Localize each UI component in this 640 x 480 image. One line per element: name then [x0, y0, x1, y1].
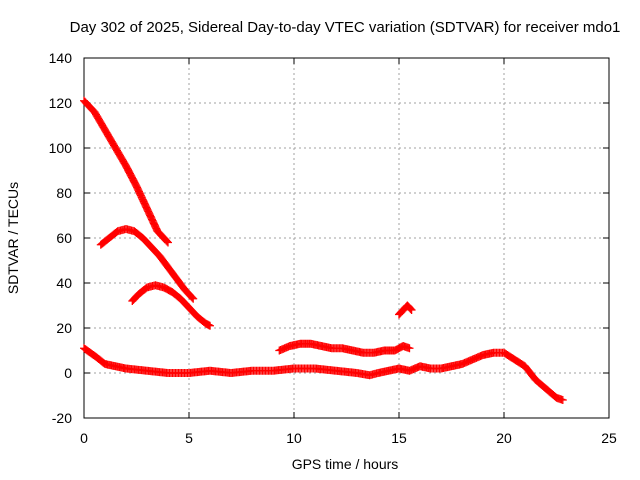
data-points: [80, 96, 567, 404]
data-point: [189, 294, 198, 303]
y-tick-label: 80: [56, 185, 72, 201]
y-tick-label: 40: [56, 275, 72, 291]
x-axis-label: GPS time / hours: [292, 456, 399, 472]
data-point: [405, 344, 414, 353]
series-trace-2: [96, 225, 198, 303]
x-tick-label: 15: [391, 430, 407, 446]
chart-title: Day 302 of 2025, Sidereal Day-to-day VTE…: [70, 19, 621, 36]
y-tick-label: 60: [56, 230, 72, 246]
data-point: [187, 292, 196, 301]
data-point: [558, 396, 567, 404]
data-point: [206, 321, 214, 330]
x-tick-label: 10: [286, 430, 302, 446]
series-trace-3: [128, 281, 214, 330]
grid-lines: [84, 58, 609, 418]
x-tick-label: 25: [601, 430, 617, 446]
data-point: [406, 305, 415, 314]
series-trace-4: [80, 344, 567, 404]
series-trace-1: [80, 96, 172, 247]
x-tick-label: 5: [185, 430, 193, 446]
y-tick-label: 0: [64, 365, 72, 381]
series-trace-5: [275, 339, 414, 357]
series-trace-6: [395, 301, 416, 319]
axis-ticks: 0 5 10 15 20 25 -20 0 20 40 60 80 100 120 140: [49, 50, 617, 446]
y-tick-label: -20: [52, 410, 72, 426]
y-tick-label: 20: [56, 320, 72, 336]
x-tick-label: 20: [496, 430, 512, 446]
y-tick-label: 120: [49, 95, 73, 111]
y-tick-label: 100: [49, 140, 73, 156]
data-point: [407, 306, 416, 314]
data-point: [188, 293, 197, 302]
y-axis-label: SDTVAR / TECUs: [5, 182, 21, 294]
data-point: [405, 304, 414, 313]
y-tick-label: 140: [49, 50, 73, 66]
x-tick-label: 0: [80, 430, 88, 446]
data-point: [164, 238, 172, 247]
data-point: [163, 237, 172, 246]
